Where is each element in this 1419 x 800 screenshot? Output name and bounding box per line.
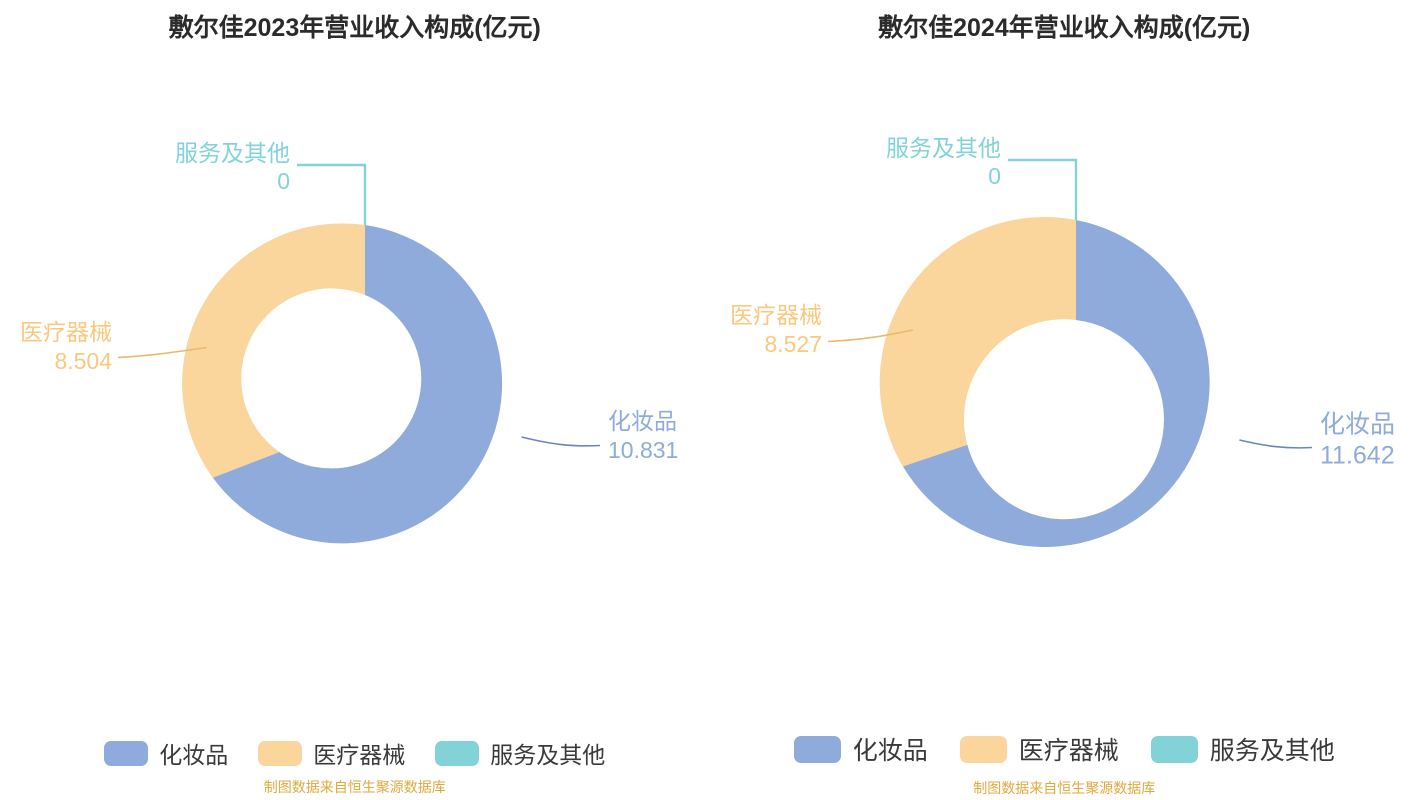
legend-item-medical-devices-2024[interactable]: 医疗器械: [959, 731, 1119, 767]
label-medical-devices-name-2024: 医疗器械: [730, 302, 822, 328]
legend-swatch-service-other-icon: [1150, 735, 1198, 763]
label-cosmetics-value-2024: 11.642: [1320, 442, 1395, 470]
legend-item-service-other-2024[interactable]: 服务及其他: [1150, 731, 1335, 767]
label-service-other-name-2024: 服务及其他: [886, 135, 1001, 161]
source-note-2024: 制图数据来自恒生聚源数据库: [973, 780, 1156, 796]
donut-chart-2024: 服务及其他 0 医疗器械 8.527 化妆品 11.642: [710, 0, 1419, 720]
legend-swatch-cosmetics-icon: [104, 740, 149, 766]
label-medical-devices-name-2023: 医疗器械: [20, 319, 112, 345]
leader-line-cosmetics-2024: [1238, 439, 1312, 449]
legend-label-cosmetics: 化妆品: [159, 742, 229, 768]
legend-2023: 化妆品 医疗器械 服务及其他: [0, 736, 710, 770]
chart-panel-2023: 敷尔佳2023年营业收入构成(亿元) 服务及其他 0 医疗器械 8.504: [0, 0, 710, 795]
chart-title-2024: 敷尔佳2024年营业收入构成(亿元): [878, 14, 1251, 42]
label-cosmetics-name-2024: 化妆品: [1320, 411, 1395, 439]
label-cosmetics-name-2023: 化妆品: [608, 408, 677, 434]
legend-label-service-other: 服务及其他: [490, 742, 606, 768]
slice-cosmetics-2024[interactable]: [902, 220, 1210, 548]
label-medical-devices-value-2023: 8.504: [54, 348, 112, 374]
legend-label-medical-devices: 医疗器械: [1018, 737, 1119, 765]
legend-2024: 化妆品 医疗器械 服务及其他: [710, 731, 1419, 767]
legend-swatch-medical-devices-icon: [258, 740, 303, 766]
chart-title-2023: 敷尔佳2023年营业收入构成(亿元): [168, 14, 541, 42]
donut-svg-2024: 服务及其他 0 医疗器械 8.527 化妆品 11.642: [730, 135, 1395, 548]
slice-medical-devices-2023[interactable]: [182, 223, 365, 478]
slice-medical-devices-2024[interactable]: [879, 217, 1076, 467]
label-service-other-value-2024: 0: [988, 163, 1001, 189]
legend-label-cosmetics: 化妆品: [852, 737, 928, 765]
legend-item-medical-devices-2023[interactable]: 医疗器械: [258, 736, 405, 770]
donut-chart-2023: 服务及其他 0 医疗器械 8.504 化妆品 10.831: [0, 0, 710, 720]
legend-swatch-medical-devices-icon: [959, 735, 1007, 763]
chart-panel-2024: 敷尔佳2024年营业收入构成(亿元) 服务及其他 0 医疗器械 8.527: [710, 0, 1419, 800]
legend-swatch-service-other-icon: [435, 740, 480, 766]
label-service-other-name-2023: 服务及其他: [175, 140, 290, 166]
source-note-2023: 制图数据来自恒生聚源数据库: [263, 779, 446, 795]
legend-item-service-other-2023[interactable]: 服务及其他: [435, 736, 605, 770]
legend-label-service-other: 服务及其他: [1209, 737, 1335, 765]
leader-line-medical-devices-2024: [827, 329, 913, 343]
leader-line-service-other-2023: [297, 163, 367, 225]
legend-item-cosmetics-2023[interactable]: 化妆品: [104, 736, 228, 770]
legend-item-cosmetics-2024[interactable]: 化妆品: [793, 731, 928, 767]
legend-label-medical-devices: 医疗器械: [313, 742, 406, 768]
donut-svg-2023: 服务及其他 0 医疗器械 8.504 化妆品 10.831: [20, 140, 678, 544]
label-cosmetics-value-2023: 10.831: [608, 437, 678, 463]
slice-cosmetics-2023[interactable]: [212, 225, 503, 544]
label-medical-devices-value-2024: 8.527: [764, 331, 822, 357]
leader-line-cosmetics-2023: [521, 436, 601, 447]
label-service-other-value-2023: 0: [277, 168, 290, 194]
leader-line-service-other-2024: [1007, 158, 1077, 220]
leader-line-medical-devices-2023: [117, 346, 207, 359]
legend-swatch-cosmetics-icon: [793, 735, 841, 763]
